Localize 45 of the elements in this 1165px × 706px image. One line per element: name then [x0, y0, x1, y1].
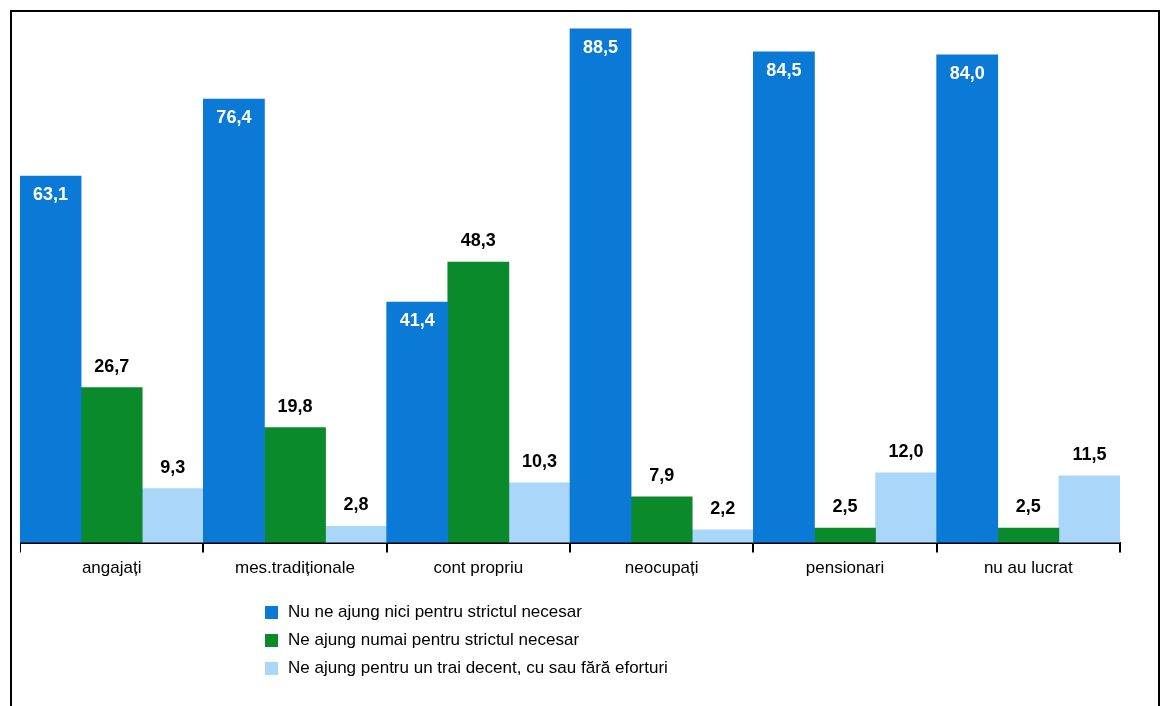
bar	[691, 529, 754, 543]
bar	[569, 28, 632, 543]
data-label: 2,2	[710, 497, 736, 518]
data-label: 26,7	[94, 355, 130, 376]
data-label: 9,3	[160, 456, 186, 477]
data-label: 84,0	[949, 62, 985, 83]
bar	[80, 387, 143, 543]
data-label: 2,5	[1015, 496, 1041, 517]
bar	[325, 526, 387, 543]
bar	[875, 472, 937, 543]
data-label: 2,5	[832, 496, 858, 517]
x-tick-label: nu au lucrat	[983, 558, 1074, 578]
bar	[386, 301, 449, 543]
data-label: 48,3	[460, 230, 496, 251]
data-label: 41,4	[399, 310, 435, 331]
bar	[203, 98, 265, 543]
bar	[447, 261, 510, 543]
data-label: 88,5	[583, 36, 619, 57]
data-label: 84,5	[766, 59, 802, 80]
data-label: 7,9	[649, 464, 675, 485]
bar	[814, 527, 876, 543]
bar	[141, 488, 204, 543]
bar	[997, 527, 1060, 543]
x-tick-label: pensionari	[805, 558, 885, 578]
bar	[20, 175, 82, 543]
data-label: 11,5	[1072, 443, 1107, 464]
bar	[264, 427, 326, 543]
data-label: 2,8	[343, 494, 369, 515]
bar	[753, 51, 815, 543]
x-tick-label: cont propriu	[433, 558, 524, 578]
x-tick-label: angajați	[81, 558, 142, 578]
x-tick-label: mes.tradiționale	[234, 558, 356, 578]
legend-label: Ne ajung numai pentru strictul necesar	[288, 630, 580, 650]
data-label: 76,4	[216, 106, 252, 127]
bar	[936, 54, 999, 543]
data-label: 19,8	[277, 395, 313, 416]
legend-label: Ne ajung pentru un trai decent, cu sau fără eforturi	[288, 658, 668, 678]
x-tick-label: neocupați	[624, 558, 699, 578]
data-label: 12,0	[888, 440, 924, 461]
data-label: 63,1	[33, 184, 69, 205]
bar	[1058, 475, 1120, 543]
data-label: 10,3	[521, 450, 557, 471]
bar	[630, 496, 693, 543]
bar	[508, 482, 571, 543]
legend-label: Nu ne ajung nici pentru strictul necesar	[288, 602, 582, 622]
